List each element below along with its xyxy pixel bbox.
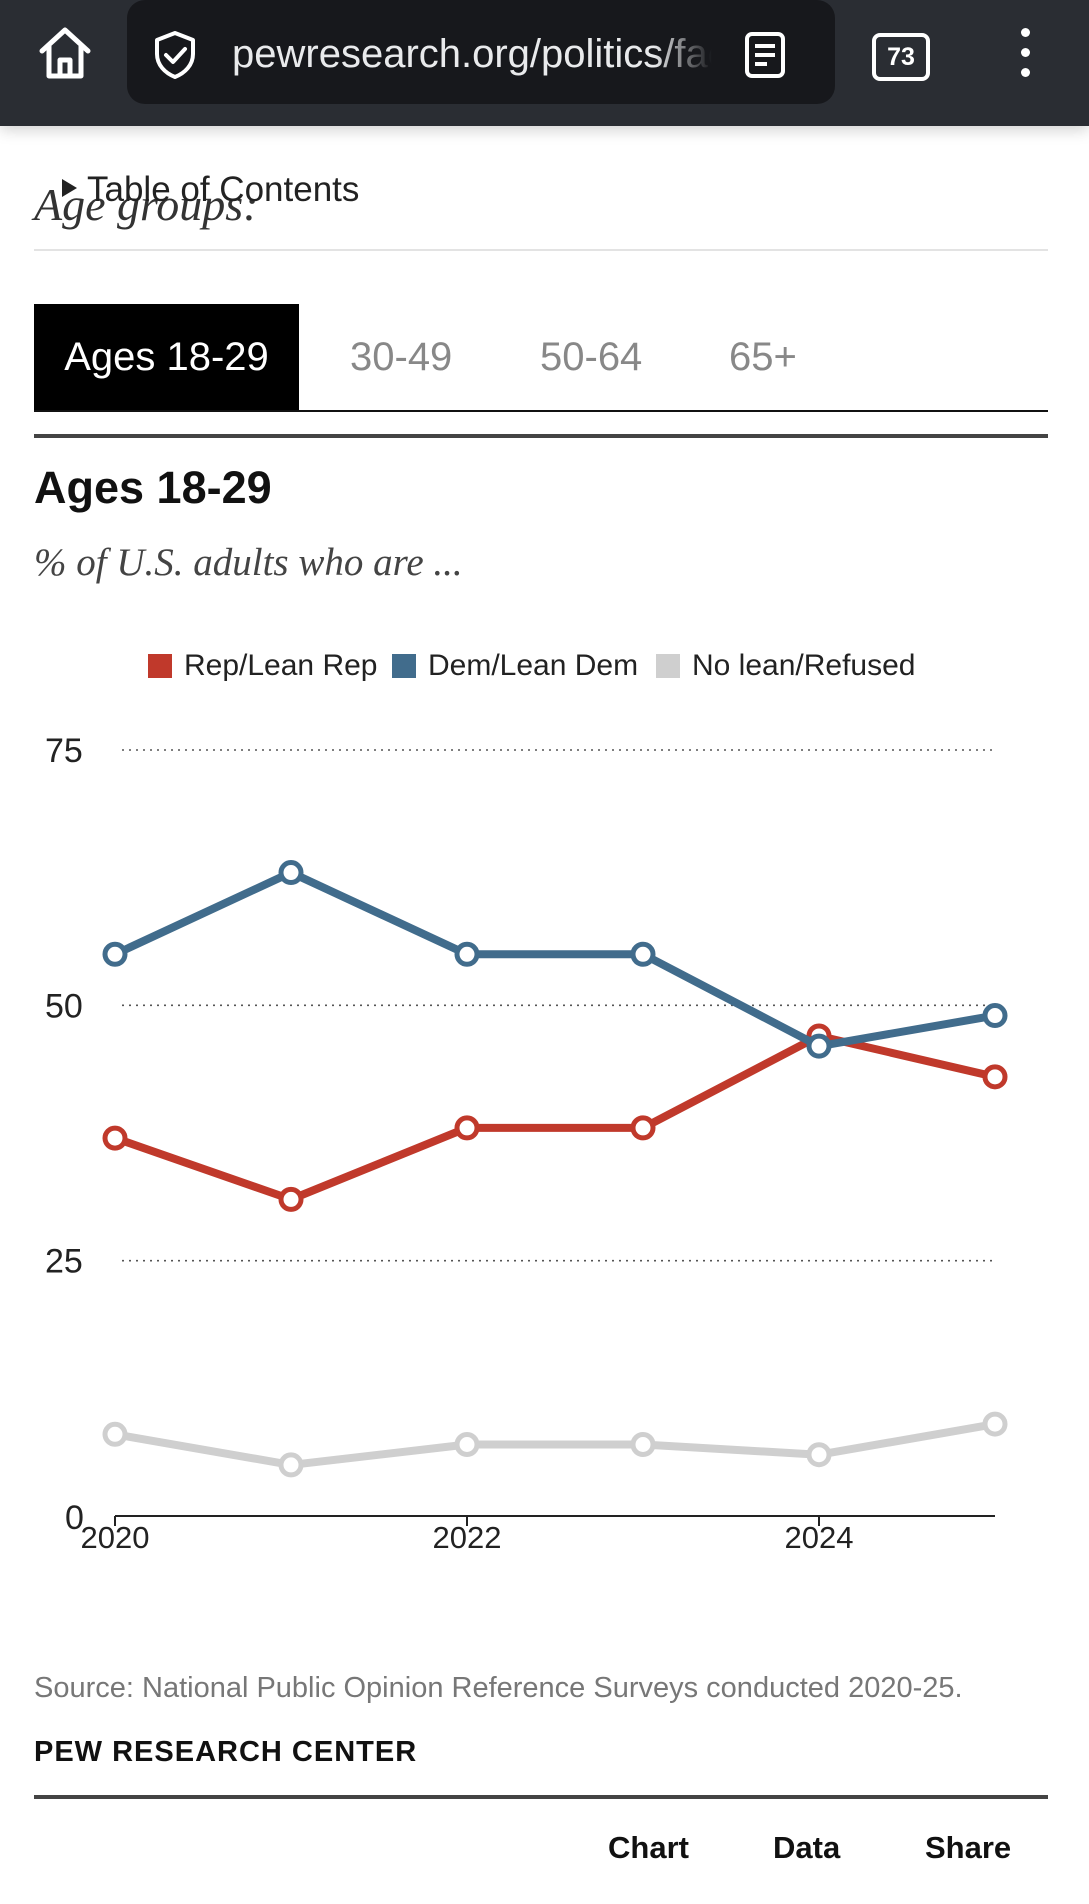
table-of-contents-toggle[interactable]: Table of Contents	[62, 170, 359, 210]
y-tick-label: 0	[65, 1499, 84, 1537]
x-tick-label: 2020	[81, 1520, 150, 1555]
data-point	[102, 1421, 128, 1447]
tab-30-49[interactable]: 30-49	[350, 335, 453, 379]
data-point	[278, 1186, 304, 1212]
browser-toolbar: pewresearch.org/politics/fact-sheet/part…	[0, 0, 1089, 126]
data-point	[630, 1432, 656, 1458]
chart-source: Source: National Public Opinion Referenc…	[34, 1672, 963, 1704]
reader-mode-icon[interactable]	[741, 30, 789, 80]
data-point	[102, 941, 128, 967]
series-line-rep-lean-rep	[111, 1031, 999, 1204]
series-line-no-lean-refused	[111, 1420, 999, 1469]
legend-label: Dem/Lean Dem	[428, 649, 639, 682]
data-point	[982, 1411, 1008, 1437]
data-point	[454, 941, 480, 967]
address-bar[interactable]: pewresearch.org/politics/fact-sheet/part…	[127, 0, 835, 104]
x-tick-label: 2024	[785, 1520, 854, 1555]
chart-button[interactable]: Chart	[608, 1830, 689, 1865]
legend-item-dem: Dem/Lean Dem	[392, 646, 638, 686]
data-point	[806, 1442, 832, 1468]
home-icon[interactable]	[30, 18, 100, 88]
brand-credit: PEW RESEARCH CENTER	[34, 1736, 418, 1768]
data-point	[278, 1452, 304, 1478]
chart-subtitle: % of U.S. adults who are ...	[34, 541, 463, 584]
data-point	[102, 1125, 128, 1151]
divider	[34, 249, 1048, 251]
x-tick-label: 2022	[433, 1520, 502, 1555]
tab-50-64[interactable]: 50-64	[540, 335, 643, 379]
y-tick-label: 75	[45, 732, 83, 770]
toc-label: Table of Contents	[87, 170, 360, 209]
data-button[interactable]: Data	[773, 1830, 841, 1865]
data-point	[982, 1064, 1008, 1090]
data-point	[630, 941, 656, 967]
legend-item-rep: Rep/Lean Rep	[148, 646, 377, 686]
data-point	[278, 860, 304, 886]
y-tick-label: 50	[45, 987, 83, 1025]
divider	[34, 1795, 1048, 1799]
triangle-right-icon	[62, 179, 77, 197]
data-point	[982, 1003, 1008, 1029]
legend-swatch	[656, 654, 680, 678]
chart-title: Ages 18-29	[34, 462, 272, 513]
y-tick-label: 25	[45, 1243, 83, 1281]
age-tabs: Ages 18-29 30-49 50-64 65+	[34, 304, 1048, 412]
more-menu-icon[interactable]	[1010, 28, 1040, 84]
legend-label: Rep/Lean Rep	[184, 649, 378, 682]
data-point	[454, 1115, 480, 1141]
divider	[34, 434, 1048, 438]
share-button[interactable]: Share	[925, 1830, 1012, 1865]
legend-swatch	[392, 654, 416, 678]
tab-switcher-button[interactable]: 73	[872, 33, 930, 81]
data-point	[806, 1033, 832, 1059]
data-point	[630, 1115, 656, 1141]
tab-65-plus[interactable]: 65+	[729, 335, 797, 379]
series-line-dem-lean-dem	[111, 868, 999, 1051]
tab-ages-18-29[interactable]: Ages 18-29	[34, 304, 299, 410]
data-point	[454, 1432, 480, 1458]
line-chart: 0 25 50 75 2020 2022 2024	[45, 732, 1008, 1555]
legend-item-no-lean: No lean/Refused	[656, 646, 915, 686]
legend-swatch	[148, 654, 172, 678]
legend-label: No lean/Refused	[692, 649, 916, 682]
shield-check-icon[interactable]	[151, 30, 199, 80]
url-text[interactable]: pewresearch.org/politics/fact-sheet/part…	[232, 32, 712, 76]
